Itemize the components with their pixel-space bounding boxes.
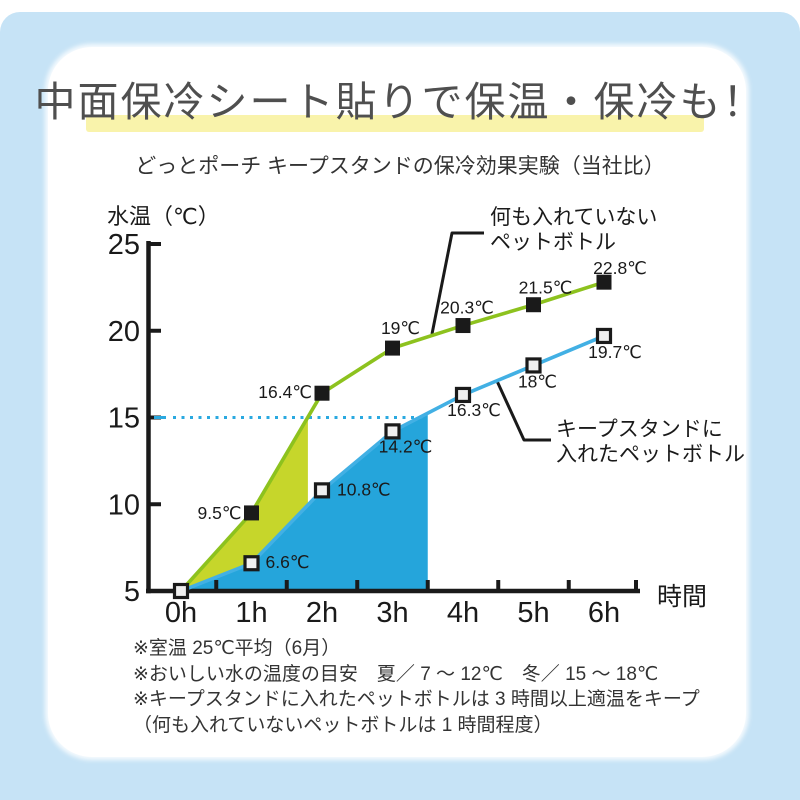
value-label: 22.8℃ <box>593 258 647 278</box>
marker-keepstand-bottle <box>243 555 260 572</box>
footnote-room-temp: ※室温 25℃平均（6月） <box>133 638 341 659</box>
marker-keepstand-bottle <box>384 423 401 440</box>
footnotes: ※室温 25℃平均（6月） ※おいしい水の温度の目安 夏／ 7 ～ 12℃ 冬／… <box>133 636 700 738</box>
x-tick-label: 5h <box>517 597 549 629</box>
marker-keepstand-bottle <box>313 482 331 499</box>
marker-plain-bottle <box>596 274 612 290</box>
callout-keepstand-bottle-line2: 入れたペットボトル <box>556 442 745 466</box>
y-tick-label: 10 <box>108 489 140 521</box>
x-axis-label: 時間 <box>657 583 708 611</box>
marker-keepstand-bottle <box>525 357 542 374</box>
x-tick-label: 1h <box>235 597 267 629</box>
footnote-plain: （何も入れていないペットボトルは 1 時間程度） <box>133 714 553 736</box>
page-title: 中面保冷シート貼りで保温・保冷も！ <box>34 79 766 125</box>
title-highlight-bar <box>86 115 704 132</box>
callout-leader-keepstand-bottle <box>495 380 551 442</box>
footnote-tasty-range: ※おいしい水の温度の目安 夏／ 7 ～ 12℃ 冬／ 15 ～ 18℃ <box>133 663 659 685</box>
value-label: 16.4℃ <box>258 382 312 402</box>
value-label: 19℃ <box>381 318 420 338</box>
marker-plain-bottle <box>244 505 259 521</box>
callout-plain-bottle-line2: ペットボトル <box>490 230 616 254</box>
value-label: 6.6℃ <box>266 552 310 572</box>
marker-plain-bottle <box>385 340 400 356</box>
marker-keepstand-bottle <box>454 386 472 404</box>
x-tick-label: 6h <box>588 597 620 629</box>
marker-plain-bottle <box>314 385 330 401</box>
value-label: 18℃ <box>518 371 557 391</box>
marker-keepstand-bottle <box>595 327 613 345</box>
callout-leader-plain-bottle <box>430 231 484 335</box>
value-label: 21.5℃ <box>519 278 573 298</box>
value-label: 14.2℃ <box>379 436 433 456</box>
x-tick-label: 3h <box>376 597 408 629</box>
callout-plain-bottle-line1: 何も入れていない <box>490 206 658 229</box>
marker-keepstand-bottle <box>172 582 190 600</box>
y-axis-label: 水温（℃） <box>107 204 220 229</box>
value-label: 10.8℃ <box>337 479 391 499</box>
y-tick-label: 15 <box>108 403 140 435</box>
y-tick-label: 5 <box>124 576 140 608</box>
value-label: 9.5℃ <box>198 503 242 523</box>
x-tick-label: 0h <box>165 597 197 629</box>
callout-keepstand-bottle-line1: キープスタンドに <box>556 418 723 441</box>
x-tick-label: 4h <box>447 597 479 629</box>
content-card <box>48 47 746 757</box>
footnote-keepstand: ※キープスタンドに入れたペットボトルは 3 時間以上適温をキープ <box>133 689 700 710</box>
x-tick-label: 2h <box>306 597 338 629</box>
chart-title: どっとポーチ キープスタンドの保冷効果実験（当社比） <box>135 155 665 178</box>
callout-plain-bottle: 何も入れていない ペットボトル <box>490 206 657 255</box>
blue-area <box>181 413 428 591</box>
marker-plain-bottle <box>455 318 471 334</box>
value-label: 16.3℃ <box>447 400 501 420</box>
callout-keepstand-bottle: キープスタンドに 入れたペットボトル <box>556 418 745 467</box>
y-tick-label: 25 <box>108 229 140 261</box>
marker-plain-bottle <box>526 297 541 313</box>
value-label: 19.7℃ <box>588 342 642 362</box>
value-label: 20.3℃ <box>440 298 494 318</box>
y-tick-label: 20 <box>108 316 140 348</box>
